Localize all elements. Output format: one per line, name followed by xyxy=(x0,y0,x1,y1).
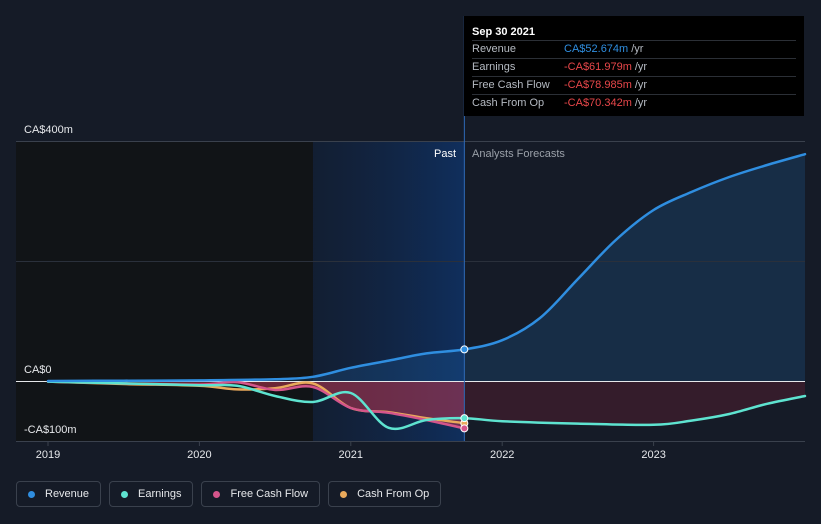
tooltip-value: -CA$78.985m xyxy=(564,79,632,91)
y-label-neg100: -CA$100m xyxy=(24,424,77,436)
negative-past-area xyxy=(48,381,465,429)
x-tick-label: 2023 xyxy=(641,449,665,461)
legend-item-revenue[interactable]: Revenue xyxy=(16,481,102,507)
x-tick-label: 2021 xyxy=(339,449,363,461)
y-label-400: CA$400m xyxy=(24,124,73,136)
legend-label: Revenue xyxy=(45,488,90,500)
y-label-0: CA$0 xyxy=(24,364,52,376)
forecast-label: Analysts Forecasts xyxy=(472,148,565,160)
data-tooltip: Sep 30 2021 Revenue CA$52.674m /yr Earni… xyxy=(464,16,804,116)
x-tick-label: 2019 xyxy=(36,449,60,461)
legend-item-cash-from-op[interactable]: Cash From Op xyxy=(328,481,442,507)
tooltip-row-revenue: Revenue CA$52.674m /yr xyxy=(472,40,796,58)
x-tick-label: 2020 xyxy=(187,449,211,461)
earnings-marker xyxy=(460,414,469,423)
legend-label: Cash From Op xyxy=(357,488,430,500)
tooltip-unit: /yr xyxy=(631,43,644,55)
legend-dot-icon xyxy=(28,490,35,498)
legend-dot-icon xyxy=(340,490,348,498)
legend-label: Earnings xyxy=(138,488,182,500)
revenue-area xyxy=(48,154,805,381)
tooltip-row-cfo: Cash From Op -CA$70.342m /yr xyxy=(472,94,796,112)
legend-label: Free Cash Flow xyxy=(230,488,309,500)
tooltip-value: CA$52.674m xyxy=(564,43,629,55)
earnings-forecast-area xyxy=(464,381,805,425)
tooltip-unit: /yr xyxy=(634,61,648,73)
tooltip-date: Sep 30 2021 xyxy=(472,26,535,38)
legend-item-free-cash-flow[interactable]: Free Cash Flow xyxy=(201,481,321,507)
tooltip-label: Cash From Op xyxy=(472,97,545,109)
chart-legend: Revenue Earnings Free Cash Flow Cash Fro… xyxy=(16,481,442,507)
x-tick-label: 2022 xyxy=(490,449,514,461)
tooltip-value: -CA$70.342m xyxy=(564,97,632,109)
tooltip-label: Earnings xyxy=(472,61,516,73)
legend-dot-icon xyxy=(213,490,221,498)
legend-dot-icon xyxy=(121,490,129,498)
tooltip-label: Revenue xyxy=(472,43,517,55)
tooltip-unit: /yr xyxy=(634,79,648,91)
revenue-line xyxy=(46,152,807,383)
tooltip-unit: /yr xyxy=(634,97,648,109)
tooltip-label: Free Cash Flow xyxy=(472,79,550,91)
free-cash-flow-marker xyxy=(460,424,469,433)
legend-item-earnings[interactable]: Earnings xyxy=(109,481,194,507)
revenue-marker xyxy=(460,345,469,354)
past-background xyxy=(16,141,313,441)
past-label: Past xyxy=(434,148,456,160)
tooltip-row-earnings: Earnings -CA$61.979m /yr xyxy=(472,58,796,76)
tooltip-value: -CA$61.979m xyxy=(564,61,632,73)
tooltip-row-fcf: Free Cash Flow -CA$78.985m /yr xyxy=(472,76,796,94)
earnings-line xyxy=(46,380,807,431)
